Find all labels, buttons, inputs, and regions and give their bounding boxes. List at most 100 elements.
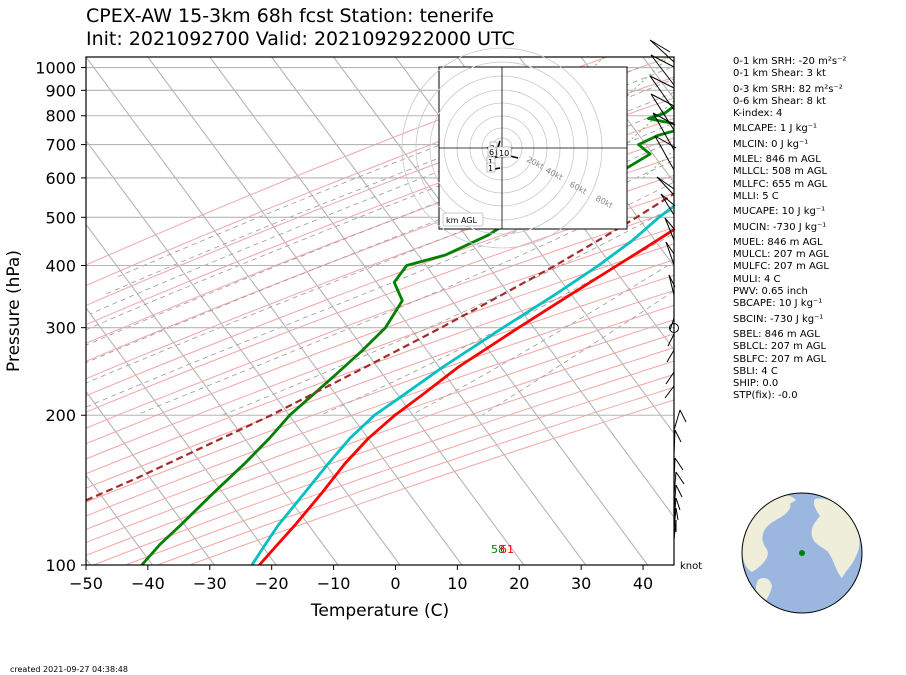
wind-barb-flag bbox=[665, 371, 675, 385]
station-marker bbox=[799, 550, 805, 556]
y-tick-label: 1000 bbox=[35, 59, 76, 78]
index-line: MLEL: 846 m AGL bbox=[733, 154, 821, 166]
index-line: MULCL: 207 m AGL bbox=[733, 249, 829, 261]
hodograph-km-label: 1 bbox=[488, 164, 493, 173]
moist-adiabat-line bbox=[320, 232, 674, 416]
plot-frame bbox=[85, 56, 675, 566]
index-line: SHIP: 0.0 bbox=[733, 378, 779, 390]
wind-barbs bbox=[649, 39, 687, 541]
hodograph-trace-low bbox=[494, 167, 501, 170]
globe-outline bbox=[741, 492, 863, 614]
hodograph-km-box bbox=[487, 146, 497, 157]
created-timestamp: created 2021-09-27 04:38:48 bbox=[10, 665, 128, 674]
isotherm-line bbox=[86, 139, 401, 565]
wind-barb-flag bbox=[654, 135, 677, 149]
index-line: MLCIN: 0 J kg⁻¹ bbox=[733, 138, 809, 150]
index-line: 0-3 km SRH: 82 m²s⁻² bbox=[733, 83, 843, 95]
x-tick-label: 40 bbox=[633, 574, 653, 593]
y-tick-label: 600 bbox=[45, 169, 76, 188]
x-axis-label: Temperature (C) bbox=[310, 601, 449, 621]
dry-adiabat-line bbox=[86, 333, 674, 544]
dry-adiabat-line bbox=[86, 226, 674, 445]
wind-barb-flag bbox=[649, 75, 675, 89]
index-line: SBCIN: -730 J kg⁻¹ bbox=[733, 313, 824, 325]
wind-barb-flag bbox=[650, 93, 675, 107]
index-line: SBEL: 846 m AGL bbox=[733, 328, 820, 340]
wind-barb-shaft bbox=[650, 54, 675, 86]
index-line: MULI: 4 C bbox=[733, 273, 781, 285]
dry-adiabat-line bbox=[86, 192, 674, 413]
x-tick-label: 30 bbox=[571, 574, 591, 593]
y-tick-label: 200 bbox=[45, 406, 76, 425]
wind-barb-flag bbox=[660, 193, 676, 207]
calm-wind-circle bbox=[669, 323, 679, 333]
dry-adiabat-line bbox=[86, 243, 674, 460]
moist-adiabat-line bbox=[410, 261, 674, 416]
index-line: MLLI: 5 C bbox=[733, 190, 779, 202]
isotherm-line bbox=[86, 307, 277, 565]
wind-barb-shaft bbox=[673, 409, 681, 431]
y-tick-label: 800 bbox=[45, 107, 76, 126]
wind-barb-flag bbox=[652, 112, 676, 126]
dry-adiabat-line bbox=[86, 117, 674, 344]
isotherm-line bbox=[86, 390, 215, 565]
index-line: 0-1 km SRH: -20 m²s⁻² bbox=[733, 56, 847, 67]
wind-barb-flag bbox=[664, 385, 675, 399]
index-line: SBLI: 4 C bbox=[733, 365, 778, 377]
wind-barb-shaft bbox=[673, 484, 677, 511]
temperature-surface-label: 61 bbox=[500, 543, 514, 556]
wind-barb-flag bbox=[674, 429, 682, 443]
wind-barb-shaft bbox=[654, 135, 675, 171]
y-tick-label: 100 bbox=[45, 556, 76, 575]
x-tick-label: 10 bbox=[447, 574, 467, 593]
temperature-profile bbox=[258, 227, 674, 565]
chart-title-line2: Init: 2021092700 Valid: 2021092922000 UT… bbox=[86, 28, 515, 50]
dry-adiabat-line bbox=[86, 174, 674, 397]
hodograph-km-box bbox=[496, 146, 512, 158]
wind-unit-label: knot bbox=[680, 561, 702, 572]
index-line: MLLCL: 508 m AGL bbox=[733, 166, 828, 178]
dry-adiabat-line bbox=[86, 319, 674, 530]
index-line: K-index: 4 bbox=[733, 108, 783, 120]
wind-barb-flag bbox=[668, 274, 676, 288]
wind-barb-flag bbox=[675, 471, 685, 485]
y-tick-label: 700 bbox=[45, 136, 76, 155]
axes: −50 −40 −30 −20 −10 0 10 20 30 40 100 200 300 400 500 6… bbox=[35, 59, 653, 593]
wind-barb-flag bbox=[679, 409, 687, 423]
moist-adiabat-line bbox=[86, 122, 674, 364]
indices-panel: 0-1 km SRH: -20 m²s⁻² 0-1 km Shear: 3 kt 0… bbox=[733, 56, 903, 403]
dry-adiabat-line bbox=[86, 274, 674, 489]
index-line: MLCAPE: 1 J kg⁻¹ bbox=[733, 123, 818, 135]
wind-barb-shaft bbox=[660, 193, 675, 216]
hodograph-km-label: 6 bbox=[489, 148, 494, 157]
isotherm-line bbox=[86, 474, 153, 565]
dry-adiabat-line bbox=[86, 304, 674, 517]
index-line: MUCAPE: 10 J kg⁻¹ bbox=[733, 206, 826, 218]
x-tick-label: −40 bbox=[131, 574, 165, 593]
x-tick-label: −30 bbox=[193, 574, 227, 593]
globe-inset bbox=[741, 492, 863, 614]
wind-barb-flag bbox=[667, 333, 675, 347]
index-line: PWV: 0.65 inch bbox=[733, 286, 808, 298]
x-tick-label: 0 bbox=[390, 574, 400, 593]
wind-barb-shaft bbox=[652, 112, 675, 151]
index-line: SBCAPE: 10 J kg⁻¹ bbox=[733, 298, 823, 310]
index-line: SBLCL: 207 m AGL bbox=[733, 341, 827, 353]
hodograph-km-label: 1 bbox=[488, 158, 493, 167]
index-line: MLLFC: 655 m AGL bbox=[733, 178, 828, 190]
isotherm-line bbox=[147, 57, 525, 565]
wind-barb-shaft bbox=[673, 507, 677, 531]
isotherm-line bbox=[86, 223, 339, 565]
wind-barb-flag bbox=[675, 484, 683, 498]
wind-barb-flag bbox=[675, 507, 679, 521]
hodograph-inset: 20kt 40kt 60kt 80kt 3 6 10 1 1 km AGL bbox=[401, 47, 628, 249]
x-tick-label: 20 bbox=[509, 574, 529, 593]
wind-barb-flag bbox=[675, 497, 681, 511]
dry-adiabat-line bbox=[86, 259, 674, 475]
x-tick-label: −10 bbox=[317, 574, 351, 593]
y-tick-label: 300 bbox=[45, 319, 76, 338]
dry-adiabat-line bbox=[86, 347, 674, 556]
index-line: MUCIN: -730 J kg⁻¹ bbox=[733, 221, 827, 233]
x-tick-label: −20 bbox=[255, 574, 289, 593]
